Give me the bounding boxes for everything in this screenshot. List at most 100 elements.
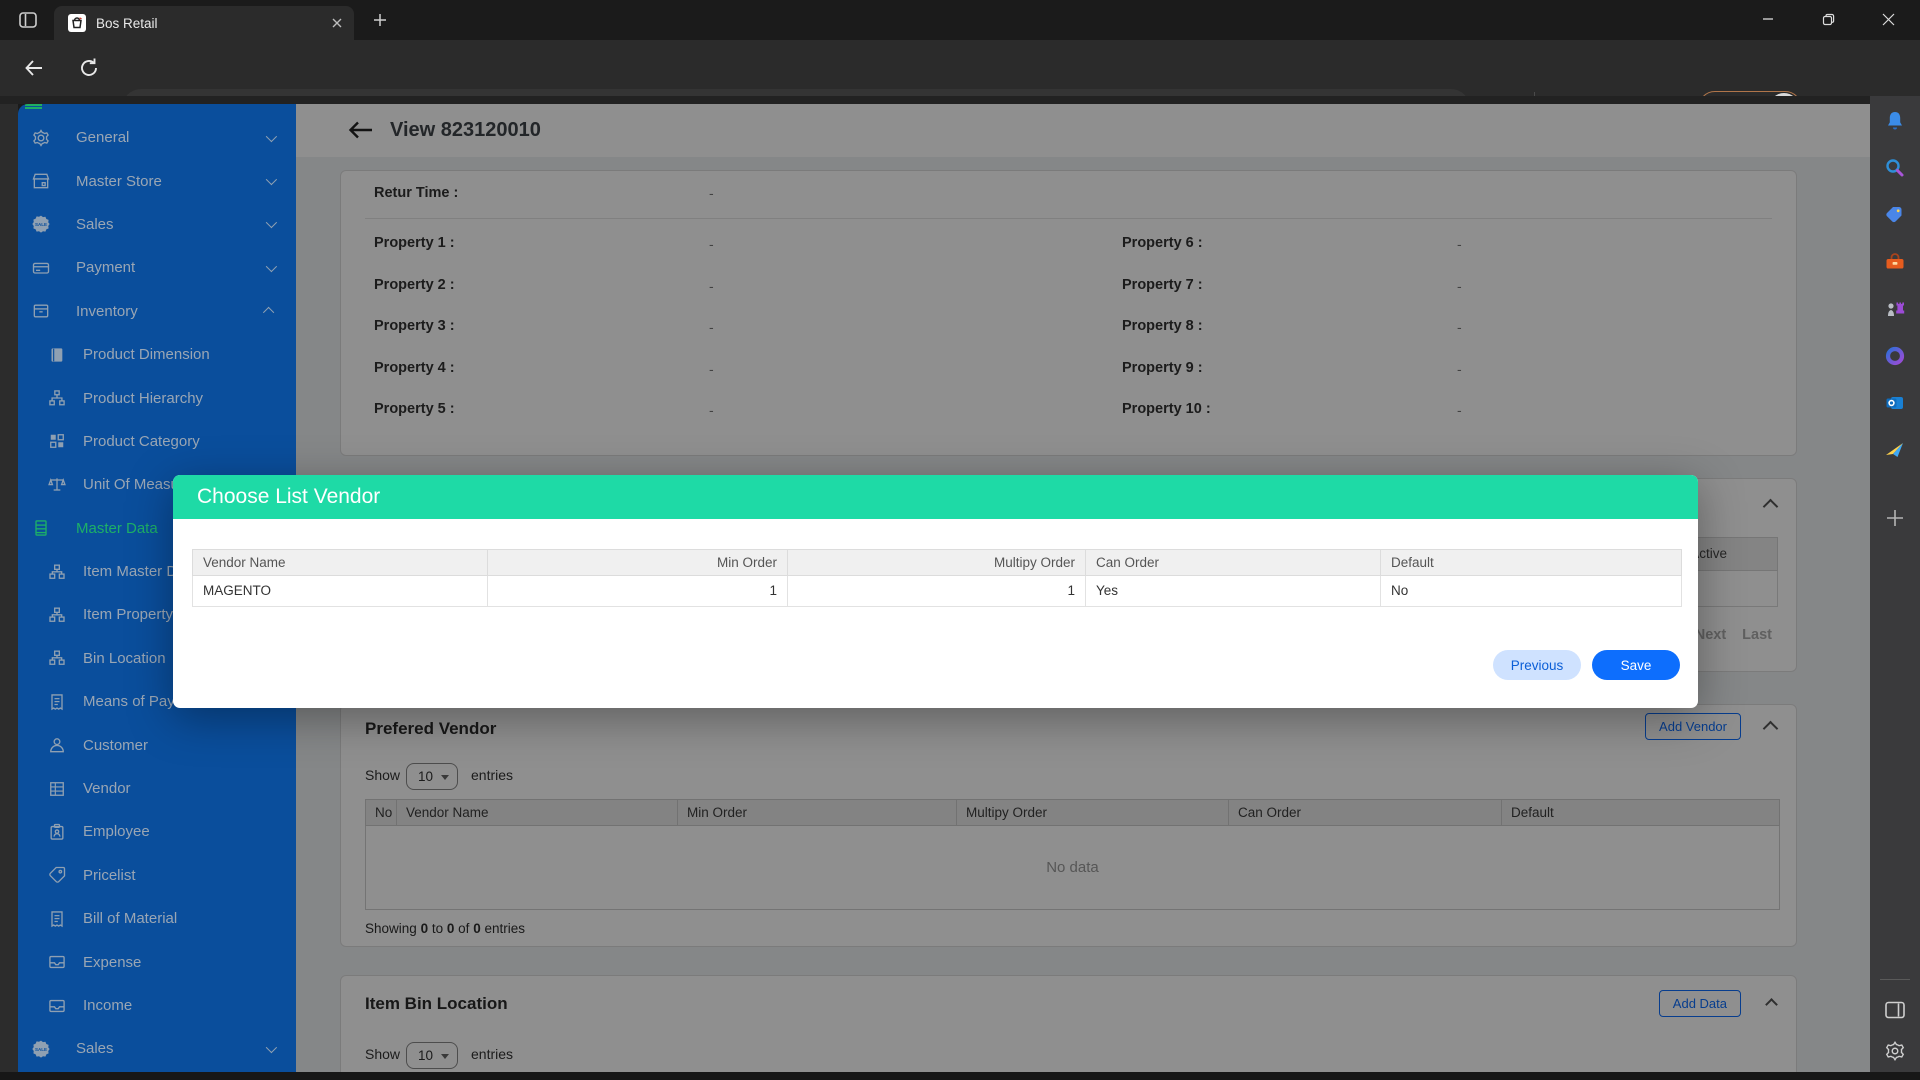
page-size-select[interactable]: 10 <box>406 1042 458 1069</box>
select-caret-icon <box>441 1054 449 1059</box>
games-icon[interactable] <box>1884 298 1906 320</box>
boxes-icon <box>47 648 67 668</box>
item-bin-location-title: Item Bin Location <box>365 994 508 1013</box>
sidebar-item-sales[interactable]: SALE Sales <box>18 203 296 246</box>
notifications-bell-icon[interactable] <box>1884 110 1906 132</box>
sidebar-panel-icon[interactable] <box>1884 1000 1906 1020</box>
sidebar-item-customer[interactable]: Customer <box>18 723 296 766</box>
box-icon <box>31 301 51 321</box>
chevron-down-icon <box>265 217 278 229</box>
prefered-vendor-card: Prefered Vendor Add Vendor Show 10 entri… <box>340 704 1797 947</box>
sidebar-item-pricelist[interactable]: Pricelist <box>18 854 296 897</box>
property-value: - <box>709 236 714 252</box>
item-bin-location-card: Item Bin Location Add Data Show 10 entri… <box>340 975 1797 1072</box>
modal-title: Choose List Vendor <box>173 475 1698 519</box>
previous-button[interactable]: Previous <box>1493 650 1581 680</box>
refresh-icon[interactable] <box>77 56 101 80</box>
page-size-select[interactable]: 10 <box>406 763 458 790</box>
search-icon[interactable] <box>1884 157 1906 179</box>
vendor-row[interactable]: MAGENTO 1 1 Yes No <box>192 576 1682 607</box>
col-min-order: Min Order <box>678 799 957 826</box>
window-gutter <box>0 104 18 1072</box>
drop-paper-plane-icon[interactable] <box>1884 439 1906 461</box>
detail-divider <box>365 218 1772 219</box>
property-row: Property 4 : - <box>374 358 1074 400</box>
sidebar-item-product-hierarchy[interactable]: Product Hierarchy <box>18 376 296 419</box>
page-title: View 823120010 <box>390 119 541 141</box>
entries-label: entries <box>471 767 514 783</box>
property-value: - <box>1457 319 1462 336</box>
sidebar-item-inventory[interactable]: Inventory <box>18 290 296 333</box>
microsoft365-icon[interactable] <box>1884 345 1906 367</box>
pagination-next[interactable]: Next <box>1694 627 1727 643</box>
item-detail-card: Retur Time : - Property 1 : - Property 2… <box>340 170 1797 456</box>
save-button[interactable]: Save <box>1592 650 1680 680</box>
property-value: - <box>1457 236 1462 252</box>
sale-icon: SALE <box>31 214 51 234</box>
sidebar-item-vendor[interactable]: Vendor <box>18 767 296 810</box>
receipt-icon <box>47 909 67 929</box>
pagination-last[interactable]: Last <box>1742 627 1772 643</box>
sidebar-item-expense[interactable]: Expense <box>18 940 296 983</box>
add-sidebar-app-icon[interactable] <box>1885 508 1905 528</box>
property-label: Property 4 : <box>374 359 455 376</box>
property-row: Property 6 : - <box>1122 233 1772 275</box>
sidebar-item-product-category[interactable]: Product Category <box>18 420 296 463</box>
property-row: Property 8 : - <box>1122 316 1772 358</box>
sidebar-item-employee[interactable]: Employee <box>18 810 296 853</box>
chevron-down-icon <box>265 130 278 142</box>
prefered-vendor-table: No Vendor Name Min Order Multipy Order C… <box>365 799 1780 910</box>
table-icon <box>47 779 67 799</box>
boxes-icon <box>47 605 67 625</box>
page-back-icon[interactable] <box>348 119 374 141</box>
sidebar-item-bin-location[interactable]: Bin Location <box>18 637 296 680</box>
back-icon[interactable] <box>22 56 46 80</box>
receipt-icon <box>47 692 67 712</box>
pagination: Next Last <box>1695 627 1772 643</box>
sidebar-item-income[interactable]: Income <box>18 984 296 1027</box>
browser-tab[interactable]: Bos Retail <box>54 6 354 40</box>
sidebar-item-general[interactable]: General <box>18 116 296 159</box>
tab-actions-icon[interactable] <box>18 10 38 30</box>
property-value: - <box>1457 360 1462 377</box>
sidebar-item-item-master-data[interactable]: Item Master Data <box>18 550 296 593</box>
new-tab-icon[interactable] <box>372 12 388 28</box>
toolbox-icon[interactable] <box>1884 251 1906 273</box>
choose-list-vendor-modal: Choose List Vendor Vendor Name Min Order… <box>173 475 1698 708</box>
settings-gear-icon[interactable] <box>1884 1040 1906 1062</box>
book-icon <box>47 345 67 365</box>
site-favicon <box>68 14 86 32</box>
sidebar-item-unit-of-measure[interactable]: Unit Of Measure <box>18 463 296 506</box>
outlook-icon[interactable] <box>1884 392 1906 414</box>
svg-text:SALE: SALE <box>35 222 47 227</box>
app-sidebar: General Master Store SALE Sales Payment … <box>18 104 296 1072</box>
window-minimize-icon[interactable] <box>1745 0 1791 38</box>
sidebar-item-sales[interactable]: SALE Sales <box>18 1027 296 1070</box>
sidebar-item-payment[interactable]: Payment <box>18 246 296 289</box>
property-label: Property 8 : <box>1122 318 1203 335</box>
sidebar-item-product-dimension[interactable]: Product Dimension <box>18 333 296 376</box>
browser-toolbar: Not secure | 110.239.68.248 :8807/item-m… <box>0 40 1920 127</box>
page-header: View 823120010 <box>296 104 1870 157</box>
tab-title: Bos Retail <box>96 15 158 31</box>
add-vendor-button[interactable]: Add Vendor <box>1645 713 1741 740</box>
window-close-icon[interactable] <box>1865 0 1911 38</box>
sidebar-logo-icon <box>25 104 42 109</box>
tab-close-icon[interactable] <box>332 18 342 28</box>
property-label: Property 1 : <box>374 235 455 251</box>
chevron-down-icon <box>265 1041 278 1054</box>
property-row: Property 2 : - <box>374 275 1074 317</box>
sidebar-item-master-store[interactable]: Master Store <box>18 159 296 202</box>
cell-default: No <box>1381 576 1682 607</box>
sidebar-item-master-data[interactable]: Master Data <box>18 507 296 550</box>
page-size-value: 10 <box>418 1048 434 1063</box>
window-restore-icon[interactable] <box>1805 0 1851 38</box>
shopping-tag-icon[interactable] <box>1884 204 1906 226</box>
sidebar-item-bill-of-material[interactable]: Bill of Material <box>18 897 296 940</box>
sidebar-item-item-property[interactable]: Item Property <box>18 593 296 636</box>
tray-icon <box>47 952 67 972</box>
property-label: Property 2 : <box>374 276 455 293</box>
property-row: Property 3 : - <box>374 316 1074 358</box>
boxes-icon <box>47 562 67 582</box>
add-data-button[interactable]: Add Data <box>1658 990 1741 1017</box>
